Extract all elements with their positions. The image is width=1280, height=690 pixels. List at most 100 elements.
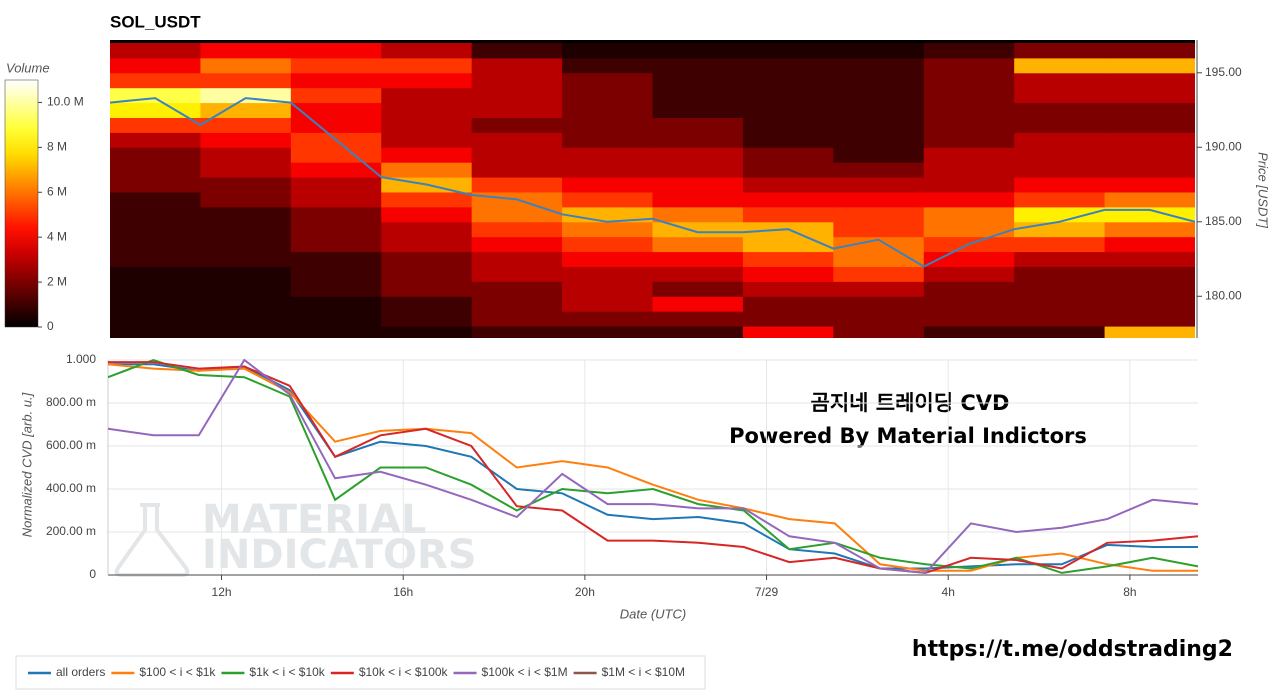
- heat-cell: [562, 251, 653, 267]
- heat-cell: [290, 296, 382, 312]
- heatmap: [110, 40, 1195, 338]
- heat-cell: [652, 311, 744, 327]
- heat-cell: [200, 311, 292, 327]
- heat-cell: [381, 87, 473, 104]
- heat-cell: [742, 326, 834, 338]
- heat-cell: [652, 206, 744, 223]
- heat-cell: [200, 266, 292, 282]
- heat-cell: [290, 326, 382, 338]
- heat-cell: [110, 326, 201, 338]
- heat-cell: [471, 117, 563, 133]
- legend-item[interactable]: all orders: [28, 665, 105, 679]
- x-tick-label: 7/29: [755, 585, 779, 599]
- heat-cell: [471, 57, 563, 74]
- cvd-line: [108, 358, 1198, 574]
- heat-cell: [381, 132, 473, 148]
- heat-cell: [110, 42, 201, 59]
- heat-cell: [200, 147, 292, 163]
- heat-cell: [923, 42, 1015, 59]
- heat-cell: [1104, 251, 1195, 267]
- heat-cell: [471, 311, 563, 327]
- heat-cell: [1014, 281, 1106, 297]
- legend-item[interactable]: $1M < i < $10M: [573, 665, 685, 679]
- heat-cell: [200, 177, 292, 193]
- heat-cell: [381, 117, 473, 133]
- colorbar: [4, 79, 39, 328]
- heat-cell: [1014, 311, 1106, 327]
- heat-cell: [742, 147, 834, 163]
- heat-cell: [833, 236, 925, 253]
- colorbar-tick-label: 8 M: [47, 140, 67, 154]
- heat-cell: [562, 281, 653, 297]
- y-axis-title: Normalized CVD [arb. u.]: [19, 392, 34, 537]
- heat-cell: [471, 281, 563, 297]
- heat-cell: [200, 132, 292, 148]
- heat-cell: [652, 281, 744, 297]
- y-tick-label: 200.00 m: [46, 524, 96, 538]
- heat-cell: [110, 102, 201, 118]
- legend-item[interactable]: $100k < i < $1M: [453, 665, 568, 679]
- legend-label: $100 < i < $1k: [139, 665, 216, 679]
- heat-cell: [742, 251, 834, 267]
- heat-cell: [742, 72, 834, 89]
- legend-label: $1k < i < $10k: [249, 665, 325, 679]
- heat-cell: [562, 117, 653, 133]
- heat-cell: [1014, 102, 1106, 118]
- heat-cell: [1104, 57, 1195, 74]
- legend-item[interactable]: $10k < i < $100k: [330, 665, 449, 679]
- heat-cell: [200, 236, 292, 253]
- heat-cell: [200, 72, 292, 89]
- lines: [108, 358, 1198, 574]
- heat-cell: [110, 72, 201, 89]
- heat-cell: [562, 326, 653, 338]
- heat-cell: [652, 191, 744, 208]
- legend-label: all orders: [56, 665, 105, 679]
- heat-cell: [1014, 206, 1106, 223]
- heat-cell: [381, 326, 473, 338]
- cvd-line: [108, 358, 1198, 574]
- heat-cell: [110, 162, 201, 178]
- heat-cell: [290, 281, 382, 297]
- heat-cell: [290, 162, 382, 178]
- y-tick-label: 0: [89, 567, 96, 581]
- heat-cell: [1014, 266, 1106, 282]
- heat-cell: [200, 251, 292, 267]
- heat-cell: [923, 162, 1015, 178]
- heat-cell: [652, 326, 744, 338]
- y-tick-label: 600.00 m: [46, 438, 96, 452]
- heat-cell: [1014, 132, 1106, 148]
- colorbar-title: Volume: [6, 60, 50, 75]
- heat-cell: [471, 236, 563, 253]
- heat-cell: [1104, 72, 1195, 89]
- heat-cell: [1104, 117, 1195, 133]
- heat-cell: [652, 147, 744, 163]
- legend-item[interactable]: $1k < i < $10k: [221, 665, 326, 679]
- link[interactable]: https://t.me/oddstrading2: [912, 637, 1233, 662]
- heat-cell: [1014, 191, 1106, 208]
- x-tick-label: 20h: [575, 585, 595, 599]
- heat-cell: [1104, 311, 1195, 327]
- heat-cell: [742, 266, 834, 282]
- heat-cell: [471, 72, 563, 89]
- heat-cell: [110, 221, 201, 238]
- x-axis-title: Date (UTC): [620, 606, 686, 621]
- heat-cell: [562, 162, 653, 178]
- heat-cell: [742, 191, 834, 208]
- heat-cell: [110, 132, 201, 148]
- legend-label: $1M < i < $10M: [602, 665, 685, 679]
- heat-cell: [290, 191, 382, 208]
- heat-cell: [290, 177, 382, 193]
- heat-cell: [562, 191, 653, 208]
- heat-cell: [200, 326, 292, 338]
- heat-cell: [290, 251, 382, 267]
- heat-cell: [200, 87, 292, 104]
- heat-cell: [471, 177, 563, 193]
- heat-cell: [471, 266, 563, 282]
- heat-cell: [923, 177, 1015, 193]
- heat-cell: [562, 147, 653, 163]
- y-tick-label: 1.000: [66, 352, 96, 366]
- x-tick-label: 12h: [212, 585, 232, 599]
- heat-cell: [742, 206, 834, 223]
- legend-item[interactable]: $100 < i < $1k: [111, 665, 216, 679]
- heat-cell: [923, 72, 1015, 89]
